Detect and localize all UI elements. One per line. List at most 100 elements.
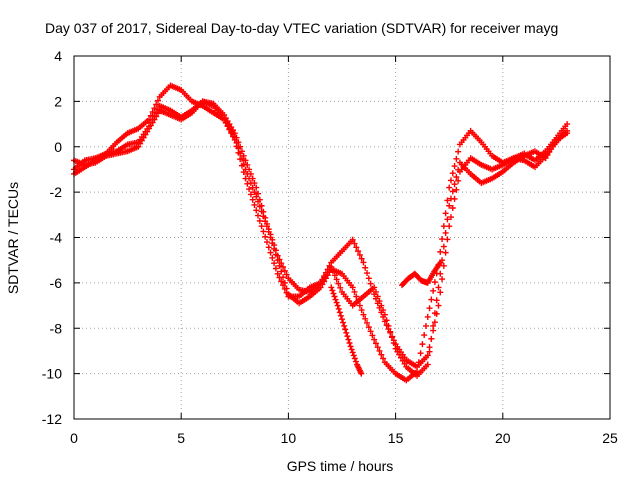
data-point <box>544 152 551 159</box>
data-point <box>378 302 385 309</box>
data-point <box>247 191 254 198</box>
data-point <box>385 322 392 329</box>
data-point <box>362 315 369 322</box>
x-tick-label: 10 <box>281 430 297 446</box>
data-point <box>146 123 153 130</box>
y-tick-label: -12 <box>42 411 62 427</box>
data-point <box>440 262 447 269</box>
y-tick-label: 2 <box>54 93 62 109</box>
data-point <box>262 233 269 240</box>
data-point <box>455 166 462 173</box>
data-point <box>333 276 340 283</box>
data-point <box>246 186 253 193</box>
data-point <box>346 339 353 346</box>
data-point <box>381 311 388 318</box>
data-point <box>224 123 231 130</box>
data-point <box>280 263 287 270</box>
data-point <box>444 236 451 243</box>
data-point <box>446 223 453 230</box>
data-point <box>372 288 379 295</box>
data-point <box>364 319 371 326</box>
data-point <box>378 351 385 358</box>
data-point <box>226 126 233 133</box>
data-point <box>394 348 401 355</box>
data-point <box>256 196 263 203</box>
data-point <box>253 207 260 214</box>
data-point <box>453 155 460 162</box>
data-point <box>365 324 372 331</box>
data-point <box>233 143 240 150</box>
data-point <box>247 170 254 177</box>
data-point <box>238 148 245 155</box>
data-point <box>151 113 158 120</box>
data-point <box>442 229 449 236</box>
data-point <box>341 322 348 329</box>
data-point <box>437 248 444 255</box>
data-point <box>231 136 238 143</box>
data-point <box>439 236 446 243</box>
data-point <box>442 210 449 217</box>
data-point <box>371 336 378 343</box>
data-point <box>396 351 403 358</box>
data-point <box>431 279 438 286</box>
data-point <box>281 285 288 292</box>
data-point <box>262 214 269 221</box>
data-point <box>426 348 433 355</box>
data-point <box>447 214 454 221</box>
data-point <box>263 220 270 227</box>
data-point <box>365 275 372 282</box>
data-point <box>221 116 228 123</box>
data-point <box>274 252 281 259</box>
data-point <box>390 339 397 346</box>
data-point <box>372 340 379 347</box>
data-point <box>358 307 365 314</box>
data-point <box>437 259 444 266</box>
data-point <box>260 228 267 235</box>
data-point <box>343 329 350 336</box>
series-track-b <box>71 98 571 370</box>
data-point <box>548 146 555 153</box>
data-point <box>331 272 338 279</box>
data-point <box>244 180 251 187</box>
data-point <box>330 290 337 297</box>
data-point <box>349 236 356 243</box>
data-point <box>260 208 267 215</box>
data-point <box>278 260 285 267</box>
data-point <box>339 316 345 323</box>
data-point <box>435 302 442 309</box>
data-point <box>329 287 336 294</box>
data-point <box>549 142 556 149</box>
data-point <box>147 119 154 126</box>
y-tick-label: -10 <box>42 366 62 382</box>
data-point <box>154 106 161 113</box>
data-point <box>356 302 363 309</box>
data-point <box>358 255 365 262</box>
data-point <box>440 243 447 250</box>
data-point <box>337 284 344 291</box>
data-point <box>265 244 272 251</box>
data-point <box>283 289 290 296</box>
data-point <box>380 307 387 314</box>
data-point <box>258 202 265 209</box>
data-point <box>351 355 358 362</box>
data-point <box>542 155 549 162</box>
data-point <box>440 223 447 230</box>
data-point <box>446 202 453 209</box>
data-point <box>344 333 351 340</box>
data-point <box>449 205 456 212</box>
x-axis-label: GPS time / hours <box>287 458 394 474</box>
data-point <box>367 280 374 287</box>
data-layer <box>71 82 571 384</box>
data-point <box>258 223 265 230</box>
axis-layer: 0 5 10 15 20 25 -12 -10 -8 -6 -4 -2 0 2 4 <box>42 48 618 446</box>
data-point <box>334 302 341 309</box>
data-point <box>149 116 156 123</box>
data-point <box>437 289 444 296</box>
data-point <box>551 139 558 146</box>
data-point <box>424 313 431 320</box>
data-point <box>328 263 335 270</box>
data-point <box>337 312 344 319</box>
data-point <box>276 256 283 263</box>
data-point <box>271 242 278 249</box>
